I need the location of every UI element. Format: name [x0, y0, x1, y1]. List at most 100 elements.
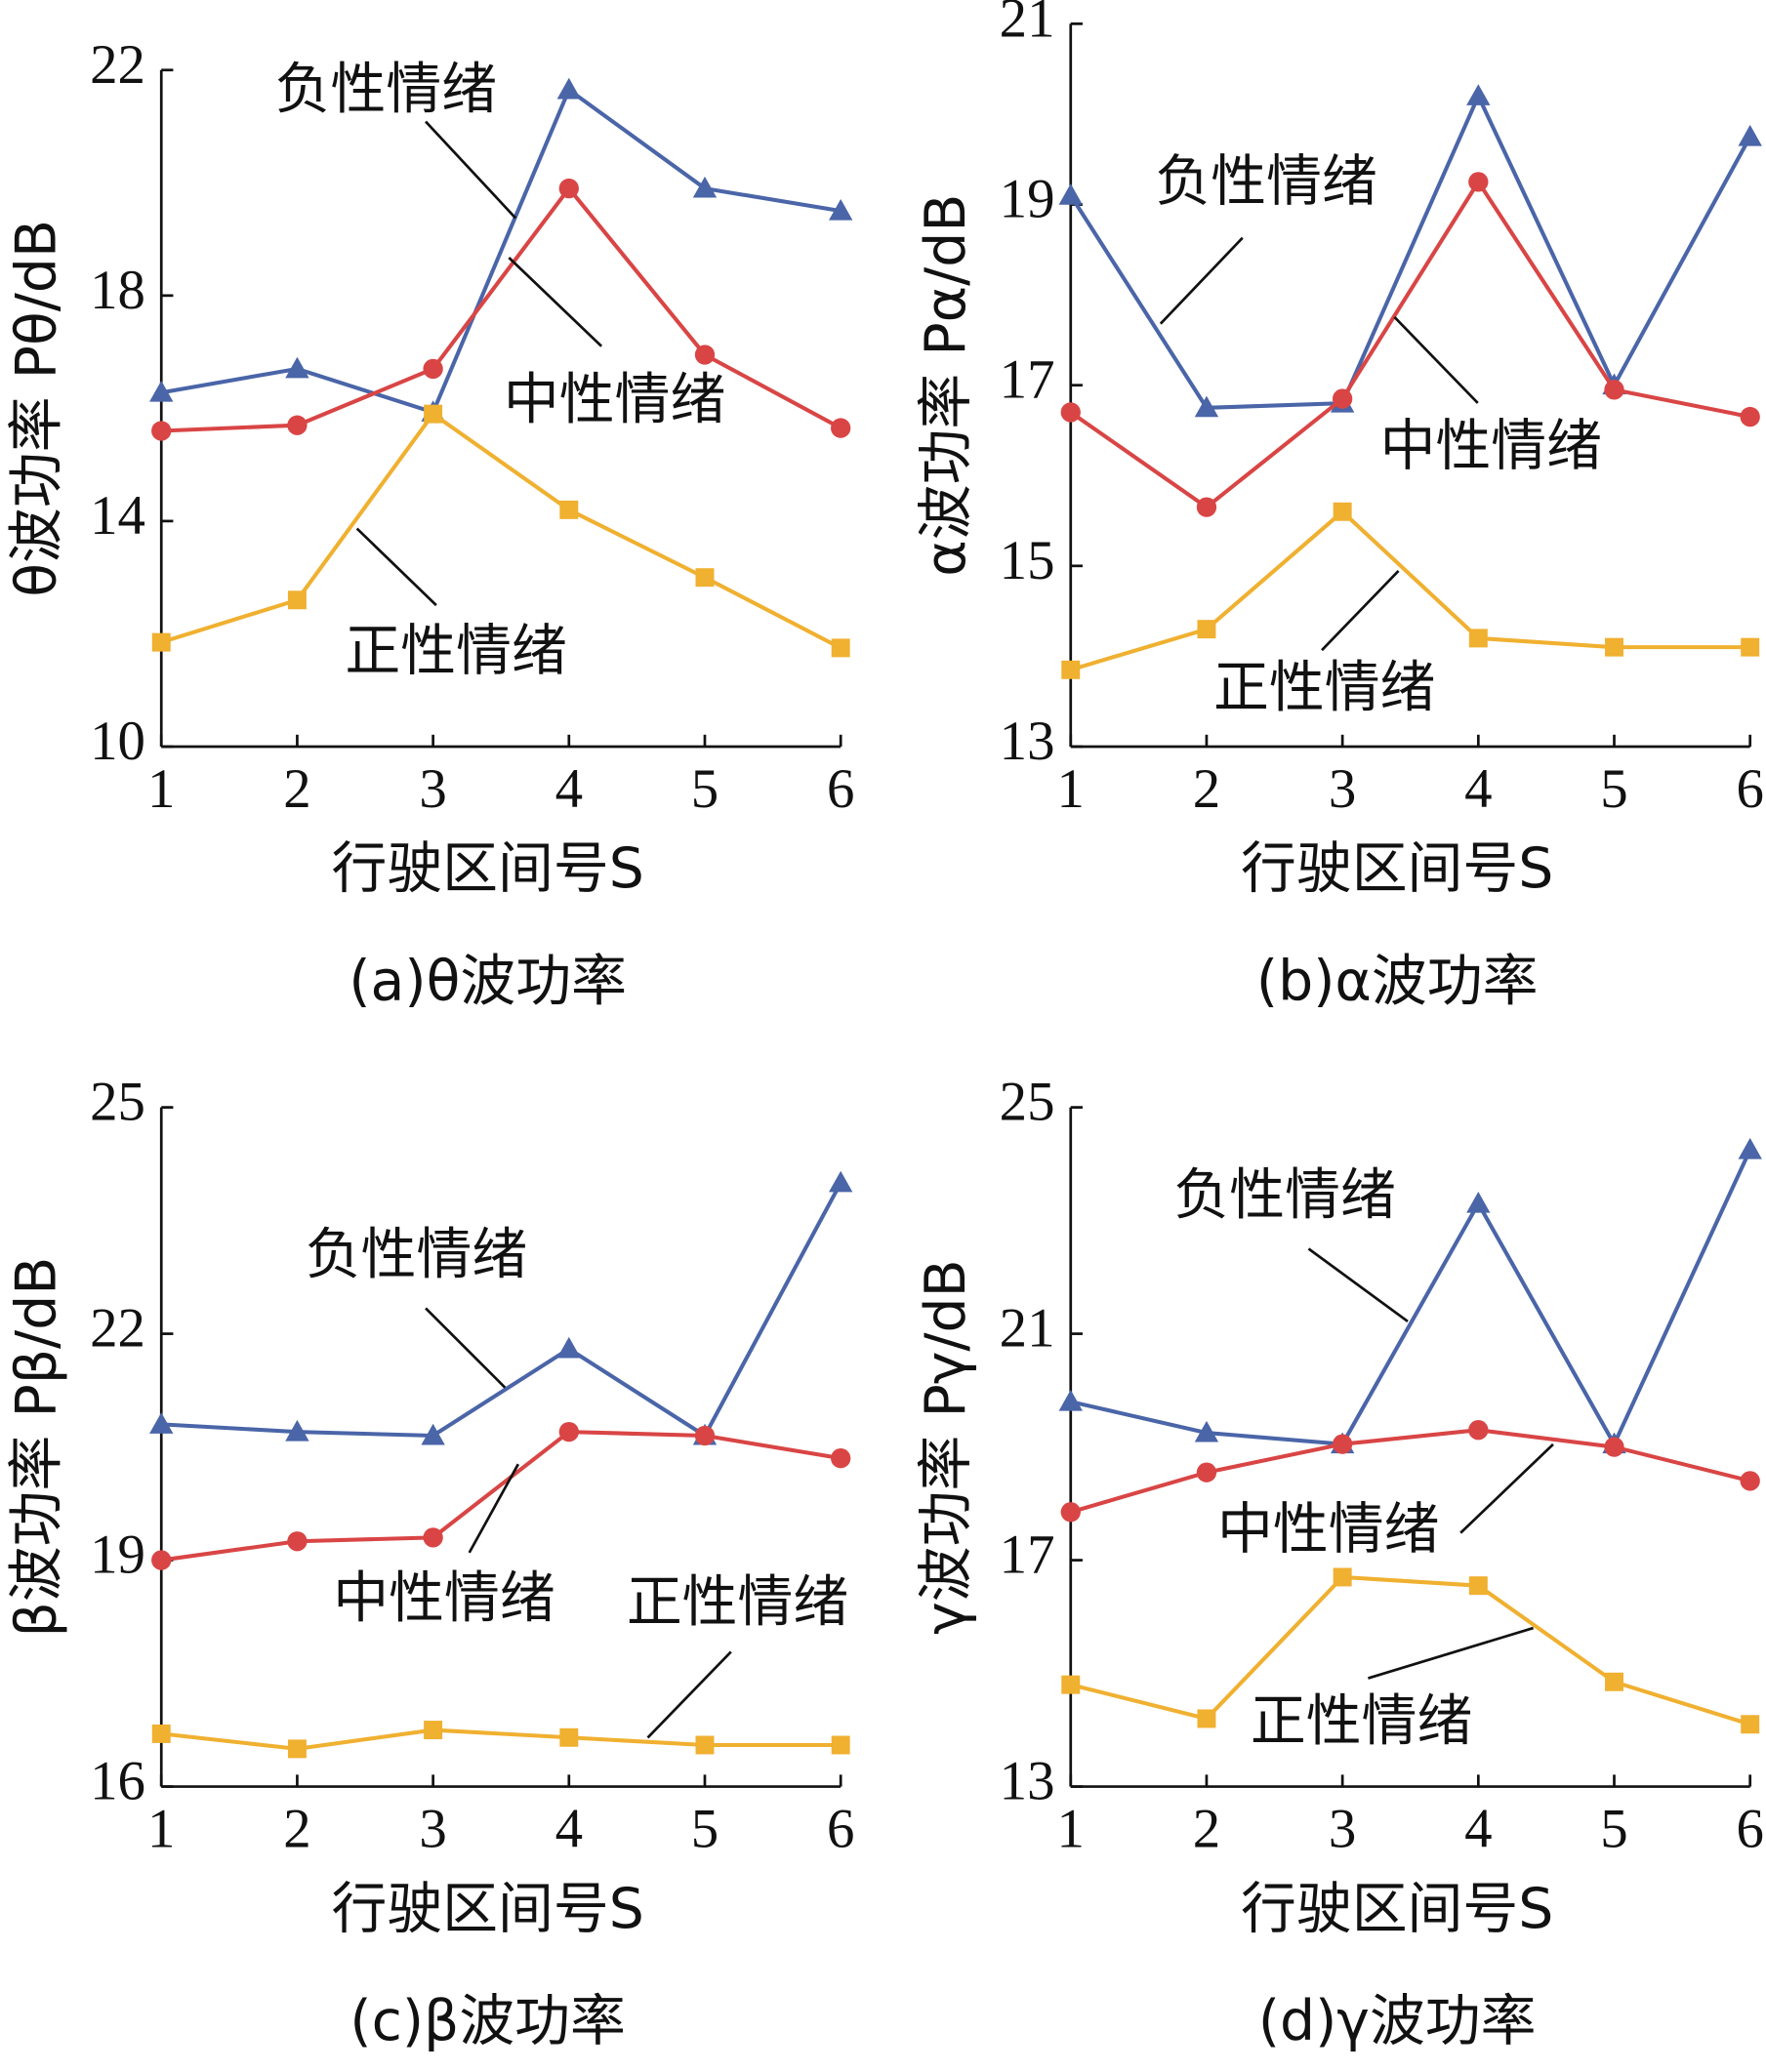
x-tick-label: 6: [827, 1798, 854, 1859]
y-tick-label: 25: [90, 1072, 145, 1133]
series-label: 正性情绪: [1213, 656, 1435, 720]
point: [1332, 1434, 1353, 1454]
y-tick-label: 13: [1000, 711, 1055, 772]
y-tick-label: 10: [90, 711, 145, 772]
leader-line: [425, 1307, 507, 1389]
x-tick-label: 4: [1464, 1798, 1492, 1859]
point: [285, 1419, 309, 1442]
point: [1197, 1709, 1216, 1728]
series-label: 负性情绪: [1173, 1163, 1395, 1228]
leader-line: [1459, 1442, 1554, 1534]
y-tick-label: 22: [90, 34, 145, 96]
x-tick-label: 4: [1464, 758, 1492, 820]
y-tick-label: 17: [1000, 1524, 1055, 1586]
x-tick-label: 2: [1193, 1798, 1220, 1859]
point: [556, 1336, 581, 1359]
leader-line: [1393, 316, 1479, 404]
point: [831, 418, 851, 438]
x-tick-label: 1: [1057, 1798, 1085, 1859]
point: [1466, 84, 1491, 105]
series-label: 负性情绪: [306, 1223, 527, 1287]
series-label: 中性情绪: [1217, 1497, 1439, 1562]
x-axis-label: 行驶区间号S: [331, 1877, 643, 1941]
point: [1741, 1715, 1760, 1734]
caption: (b)α波功率: [1256, 949, 1539, 1013]
point: [1466, 1192, 1491, 1213]
y-tick-label: 25: [1000, 1072, 1055, 1133]
series-label: 中性情绪: [504, 368, 725, 432]
x-axis-label: 行驶区间号S: [1241, 1877, 1553, 1941]
point: [1605, 1672, 1623, 1691]
leader-line: [355, 527, 437, 607]
point: [424, 404, 443, 424]
leader-line: [1321, 569, 1400, 652]
point: [1740, 406, 1760, 427]
x-tick-label: 5: [691, 1798, 719, 1859]
y-tick-label: 18: [90, 260, 145, 321]
x-tick-label: 2: [283, 758, 310, 820]
x-tick-label: 3: [1329, 758, 1356, 820]
point: [151, 1550, 172, 1570]
point: [149, 381, 174, 402]
panel: 10 14 18 22 1 2 3 4 5 6 行驶区间号S (a)θ波功率 θ波功率 Pθ/dB 负性情…: [4, 34, 854, 1014]
point: [1738, 124, 1762, 146]
point: [1061, 660, 1081, 679]
point: [692, 176, 718, 198]
x-axis-label: 行驶区间号S: [331, 836, 643, 901]
y-tick-label: 13: [1000, 1751, 1055, 1812]
x-tick-label: 1: [147, 1798, 175, 1859]
x-tick-label: 5: [1600, 1798, 1627, 1859]
x-tick-label: 2: [283, 1798, 310, 1859]
x-axis-label: 行驶区间号S: [1241, 836, 1553, 901]
point: [1604, 1437, 1624, 1457]
point: [695, 568, 715, 588]
leader-line: [425, 120, 517, 220]
point: [1741, 637, 1760, 657]
point: [558, 1421, 579, 1442]
series-line: [1070, 508, 1750, 672]
series-line: [1070, 1149, 1752, 1449]
point: [287, 590, 307, 610]
point: [828, 1170, 853, 1193]
point: [421, 1423, 445, 1445]
y-axis-label: θ波功率 Pθ/dB: [4, 220, 68, 597]
leader-line: [1307, 1247, 1409, 1323]
x-tick-label: 3: [1329, 1798, 1356, 1859]
series-line: [161, 1727, 842, 1751]
y-axis-label: β波功率 Pβ/dB: [4, 1257, 68, 1638]
series-line: [1069, 91, 1752, 410]
y-tick-label: 21: [1000, 1298, 1055, 1360]
leader-line: [1368, 1626, 1535, 1680]
point: [1333, 1567, 1352, 1587]
point: [1468, 629, 1488, 648]
y-tick-label: 17: [1000, 349, 1055, 411]
series-label: 负性情绪: [275, 57, 497, 121]
point: [1194, 395, 1219, 418]
point: [287, 1739, 307, 1759]
point: [694, 345, 716, 365]
y-tick-label: 19: [1000, 169, 1055, 230]
point: [559, 500, 579, 519]
series-line: [160, 1430, 842, 1563]
point: [1060, 402, 1081, 423]
series-line: [161, 1181, 842, 1439]
point: [1738, 1137, 1762, 1159]
point: [151, 421, 172, 441]
point: [831, 1448, 851, 1469]
x-tick-label: 4: [555, 758, 583, 820]
point: [1194, 1420, 1219, 1442]
y-tick-label: 21: [1000, 0, 1055, 49]
point: [424, 1721, 443, 1740]
x-tick-label: 6: [1736, 1798, 1763, 1859]
x-tick-label: 3: [419, 1798, 446, 1859]
point: [287, 1531, 308, 1552]
point: [151, 632, 171, 652]
point: [287, 415, 308, 435]
y-tick-label: 15: [1000, 530, 1055, 591]
series-label: 正性情绪: [627, 1570, 848, 1635]
x-tick-label: 1: [1057, 758, 1085, 820]
series-line: [160, 411, 842, 650]
x-tick-label: 4: [555, 1798, 583, 1859]
